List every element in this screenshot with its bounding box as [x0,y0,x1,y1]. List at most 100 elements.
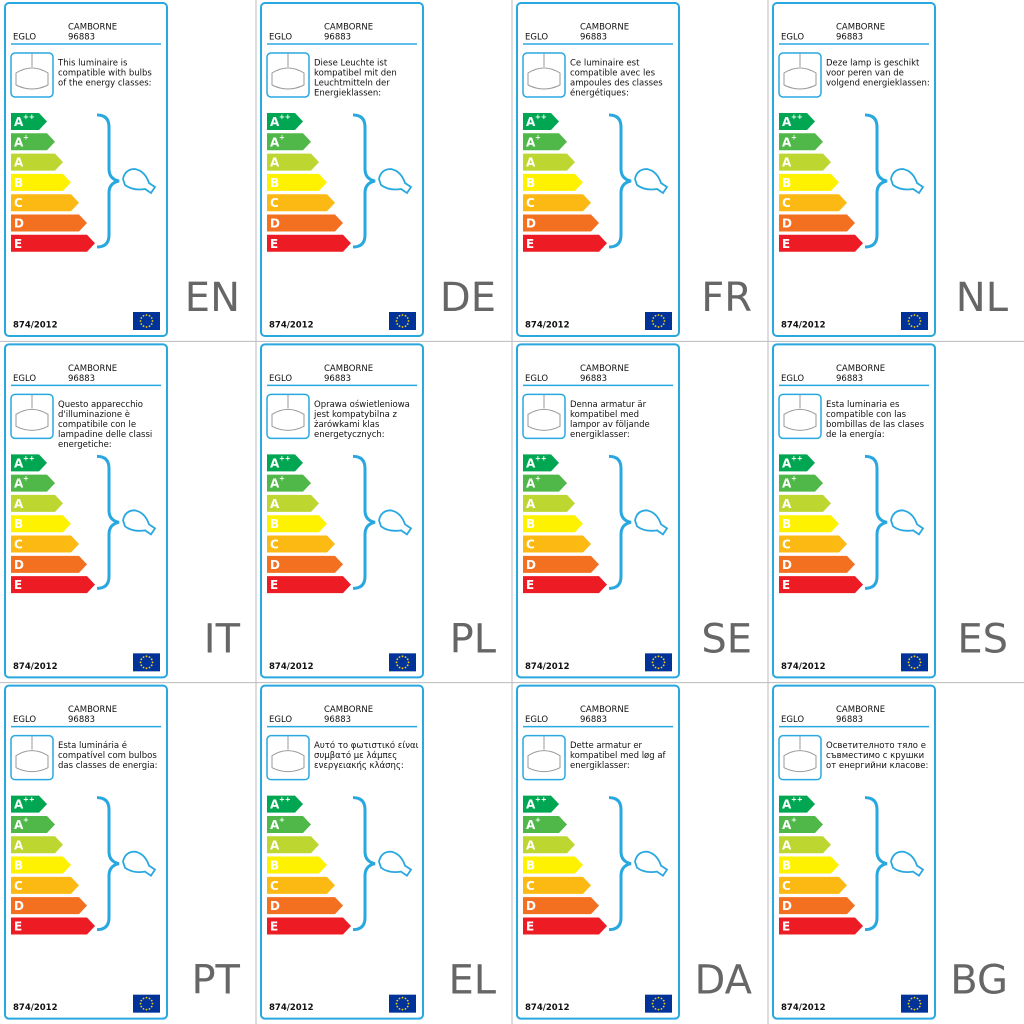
model-number: 96883 [836,374,863,384]
description-line: bombillas de las clases [826,420,925,430]
lamp-shade [527,750,561,773]
eu-flag-star [148,997,151,1000]
eu-flag-star [654,314,657,317]
energy-class-letter: D [782,899,792,913]
energy-class-arrow [11,815,55,833]
energy-class-arrow [11,795,47,813]
bulb-icon [378,168,413,195]
description-line: Αυτό το φωτιστικό είναι [314,740,419,751]
description-line: Esta luminária é [58,740,127,751]
eu-flag-star [657,667,660,670]
eu-flag [901,312,928,330]
energy-class-arrow [779,173,839,191]
eu-flag-star [657,314,660,316]
eu-flag-star [919,320,922,322]
energy-class-letter: E [526,919,534,933]
eu-flag-star [652,323,655,325]
energy-class-arrow [779,113,815,130]
energy-class-letter: C [526,879,535,893]
eu-flag-star [145,667,148,670]
language-code: ES [957,616,1008,662]
eu-flag-star [139,320,142,322]
energy-class-arrow [267,494,319,512]
energy-class-arrow [523,194,591,212]
eu-flag-star [662,999,665,1002]
description-line: kompatibel med [570,410,639,420]
bulb-icon [890,850,925,877]
energy-class-arrow [779,133,823,151]
energy-class-arrow [523,815,567,833]
energy-class-arrow [779,876,847,894]
energy-class-arrow [11,194,79,212]
eu-flag-star [910,997,913,1000]
bulb-icon [122,509,157,536]
eu-flag-star [657,326,660,328]
energy-class-arrow [11,494,63,512]
energy-class-letter: A [14,156,24,170]
product-name: CAMBORNE [580,23,629,33]
brand: EGLO [13,715,36,725]
language-code: PT [191,958,240,1004]
energy-class-arrow [779,836,831,854]
class-brace [96,454,120,590]
description-line: Осветителното тяло е [826,741,926,751]
eu-flag-star [910,325,913,328]
energy-class-letter: E [14,919,22,933]
class-brace [352,454,376,590]
brand: EGLO [13,33,36,43]
eu-flag-star [907,661,910,664]
eu-flag-star [404,314,407,317]
model-number: 96883 [324,374,351,384]
lamp-shade [271,408,305,431]
class-brace [352,113,376,249]
bulb-icon [634,168,669,195]
energy-class-superscript: + [279,475,285,483]
energy-class-letter: A [14,497,24,511]
energy-class-superscript: ++ [791,113,803,121]
description-line: Ce luminaire est [570,59,640,69]
eu-flag-star [140,999,143,1002]
energy-class-letter: D [526,899,536,913]
bulb-icon [634,509,669,536]
energy-class-letter: E [782,919,790,933]
brand: EGLO [525,715,548,725]
regulation-number: 874/2012 [269,662,314,672]
description-line: συμβατό με λάμπες [314,750,397,761]
model-number: 96883 [324,33,351,43]
energy-class-letter: B [782,176,791,190]
eu-flag-star [908,323,911,325]
eu-flag-star [140,664,143,667]
eu-flag-star [651,661,654,664]
description-line: kompatibel mit den [314,69,397,79]
energy-class-letter: E [270,237,278,251]
description-line: jest kompatybilna z [313,410,398,420]
energy-class-letter: D [270,558,280,572]
energy-class-arrow [523,555,599,573]
energy-class-letter: C [526,538,535,552]
energy-class-letter: A [270,818,280,832]
energy-class-superscript: + [535,816,541,824]
description-line: Denna armatur är [570,400,647,410]
eu-flag-star [662,1005,665,1008]
description-line: ampoules des classes [570,79,663,89]
energy-class-arrow [523,836,575,854]
regulation-number: 874/2012 [525,1003,570,1013]
eu-flag-star [406,658,409,661]
energy-class-letter: A [782,838,792,852]
eu-flag-star [918,999,921,1002]
model-number: 96883 [324,715,351,725]
energy-class-letter: A [270,838,280,852]
product-name: CAMBORNE [324,23,373,33]
energy-class-letter: B [782,859,791,873]
energy-class-letter: A [526,477,536,491]
energy-class-arrow [11,214,87,232]
energy-class-letter: E [270,919,278,933]
eu-flag-star [657,996,660,999]
eu-flag-star [151,1002,154,1005]
eu-flag-star [663,1002,666,1005]
model-number: 96883 [68,33,95,43]
energy-class-arrow [11,133,55,151]
energy-class-arrow [267,795,303,813]
